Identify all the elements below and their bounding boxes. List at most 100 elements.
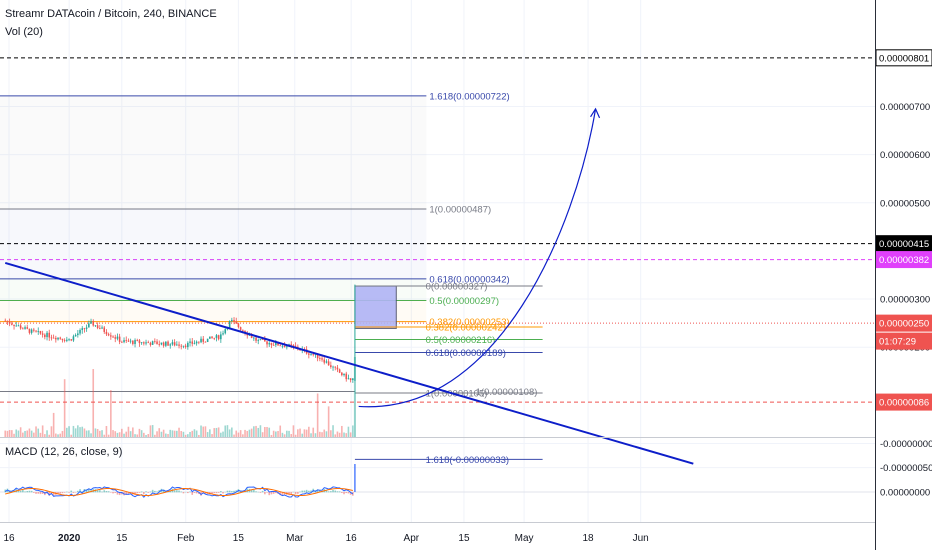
- volume-bar: [330, 430, 332, 437]
- volume-bar: [314, 433, 317, 437]
- projection-arrowhead: [590, 107, 601, 119]
- volume-bar: [286, 430, 288, 437]
- macd-histogram-bar: [275, 492, 277, 494]
- macd-histogram-bar: [294, 492, 297, 495]
- volume-bar: [70, 434, 73, 437]
- candle-body: [187, 342, 189, 348]
- volume-bar: [145, 434, 147, 437]
- candle-body: [345, 373, 348, 380]
- volume-indicator-label[interactable]: Vol (20): [5, 26, 43, 38]
- macd-histogram-bar: [338, 491, 341, 493]
- volume-bar: [132, 427, 134, 437]
- candle-body: [171, 342, 174, 345]
- volume-bar: [171, 430, 174, 437]
- candle-body: [319, 358, 321, 360]
- volume-bar: [198, 434, 200, 437]
- volume-bar: [72, 425, 75, 437]
- macd-histogram-bar: [182, 492, 185, 494]
- candle-body: [123, 340, 125, 343]
- candle-body: [116, 336, 119, 339]
- candle-body: [83, 328, 86, 330]
- volume-bar: [48, 434, 51, 437]
- volume-bar: [178, 427, 180, 437]
- volume-bar: [353, 357, 356, 437]
- candle-body: [160, 342, 163, 345]
- candle-body: [334, 366, 337, 368]
- volume-bar: [239, 430, 242, 437]
- volume-bar: [173, 430, 176, 437]
- price-tick-label: 0.00000700: [880, 102, 930, 113]
- volume-bar: [46, 430, 48, 437]
- price-badge: [875, 332, 932, 350]
- volume-bar: [253, 426, 255, 437]
- volume-bar: [303, 429, 306, 437]
- macd-histogram-bar: [204, 492, 207, 495]
- volume-bar: [118, 432, 121, 437]
- price-badge: [875, 251, 932, 269]
- candle-body: [35, 330, 37, 332]
- macd-histogram-bar: [151, 489, 154, 493]
- macd-histogram-bar: [299, 491, 301, 493]
- volume-bar: [217, 427, 220, 437]
- candle-body: [349, 378, 352, 381]
- time-tick-label: 15: [233, 533, 245, 544]
- candle-body: [228, 321, 231, 328]
- candle-body: [50, 337, 53, 339]
- volume-bar: [59, 433, 62, 437]
- macd-histogram-bar: [136, 492, 139, 494]
- macd-indicator-label[interactable]: MACD (12, 26, close, 9): [5, 446, 123, 458]
- candle-body: [224, 329, 227, 334]
- candle-body: [8, 321, 11, 324]
- fib-level-label: 0.382(0.00000242): [426, 322, 506, 333]
- candle-body: [283, 345, 286, 348]
- volume-bar: [233, 434, 235, 437]
- volume-bar: [341, 425, 343, 437]
- volume-bar: [213, 428, 216, 437]
- candle-body: [129, 340, 132, 342]
- candle-body: [325, 361, 328, 363]
- candle-body: [209, 336, 211, 339]
- time-tick-label: 2020: [58, 533, 81, 544]
- volume-bar: [50, 426, 53, 437]
- volume-bar: [184, 434, 187, 437]
- macd-histogram-bar: [35, 492, 37, 494]
- macd-histogram-bar: [259, 492, 262, 493]
- macd-histogram-bar: [72, 492, 75, 493]
- symbol-title[interactable]: Streamr DATAcoin / Bitcoin, 240, BINANCE: [5, 8, 217, 20]
- candle-body: [255, 337, 257, 341]
- volume-bar: [211, 434, 213, 437]
- volume-bar: [96, 429, 99, 437]
- candle-body: [253, 337, 255, 339]
- fib-level-label: 0.5(0.00000216): [426, 335, 496, 346]
- volume-bar: [209, 429, 211, 437]
- volume-bar: [8, 430, 11, 437]
- macd-histogram-bar: [209, 492, 211, 494]
- candle-body: [85, 327, 88, 329]
- candle-body: [169, 344, 172, 346]
- volume-bar: [22, 432, 24, 437]
- candle-body: [151, 341, 154, 345]
- volume-bar: [297, 429, 299, 437]
- candle-body: [158, 344, 161, 345]
- volume-bar: [140, 430, 143, 437]
- candle-body: [33, 329, 35, 331]
- volume-bar: [176, 430, 178, 437]
- macd-histogram-bar: [99, 490, 101, 493]
- highlight-box: [354, 285, 397, 329]
- macd-histogram-bar: [191, 492, 194, 495]
- volume-bar: [26, 430, 29, 437]
- volume-bar: [244, 429, 246, 437]
- time-tick-label: 18: [582, 533, 594, 544]
- volume-bar: [332, 425, 334, 437]
- volume-bar: [323, 429, 326, 437]
- volume-bar: [321, 432, 323, 437]
- volume-bar: [85, 430, 88, 437]
- macd-histogram-bar: [193, 492, 196, 493]
- macd-histogram-bar: [213, 492, 216, 494]
- volume-bar: [312, 427, 315, 437]
- candle-body: [200, 338, 202, 343]
- fib-zone: [0, 300, 427, 322]
- pane-separator[interactable]: [0, 437, 875, 438]
- macd-tick-label: 0.00000000: [880, 488, 930, 499]
